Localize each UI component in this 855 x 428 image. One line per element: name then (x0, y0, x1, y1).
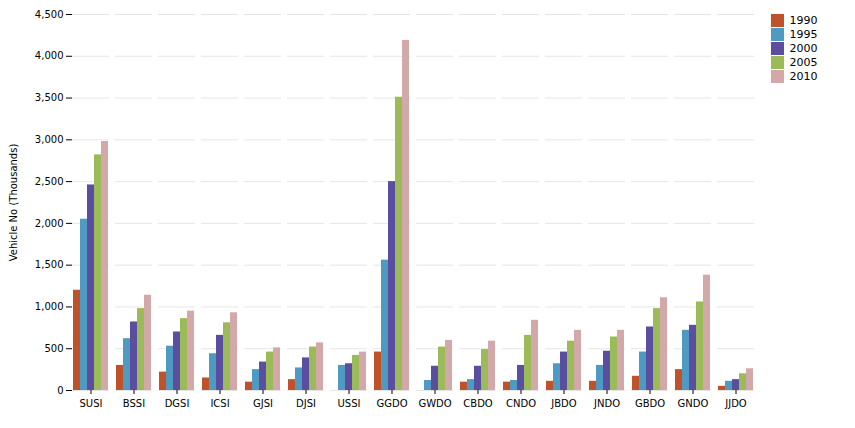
svg-text:CBDO: CBDO (463, 398, 493, 409)
svg-text:0: 0 (57, 385, 63, 396)
svg-text:JNDO: JNDO (593, 398, 620, 409)
svg-text:3,000: 3,000 (35, 134, 64, 145)
svg-text:JJDO: JJDO (724, 398, 747, 409)
svg-text:USSI: USSI (338, 398, 361, 409)
svg-text:GNDO: GNDO (678, 398, 709, 409)
svg-text:2,000: 2,000 (35, 218, 64, 229)
html-text:2000: 2000 (789, 42, 818, 55)
svg-text:4,500: 4,500 (35, 9, 64, 20)
svg-text:GJSI: GJSI (253, 398, 273, 409)
html-text:1995: 1995 (789, 28, 818, 41)
svg-text:BSSI: BSSI (123, 398, 145, 409)
svg-text:JBDO: JBDO (550, 398, 577, 409)
svg-text:1,500: 1,500 (35, 259, 64, 270)
svg-text:ICSI: ICSI (210, 398, 229, 409)
svg-text:1,000: 1,000 (35, 301, 64, 312)
svg-text:DGSI: DGSI (165, 398, 190, 409)
html-text:1990: 1990 (789, 14, 818, 27)
svg-text:2,500: 2,500 (35, 176, 64, 187)
svg-text:500: 500 (44, 343, 63, 354)
svg-text:DJSI: DJSI (296, 398, 316, 409)
html-text:2010: 2010 (789, 70, 818, 83)
svg-text:4,000: 4,000 (35, 50, 64, 61)
svg-text:SUSI: SUSI (80, 398, 103, 409)
svg-text:GWDO: GWDO (418, 398, 451, 409)
svg-text:3,500: 3,500 (35, 92, 64, 103)
svg-text:Vehicle No (Thousands): Vehicle No (Thousands) (8, 144, 19, 262)
svg-text:GBDO: GBDO (635, 398, 665, 409)
svg-text:CNDO: CNDO (506, 398, 536, 409)
html-text:2005: 2005 (789, 56, 818, 69)
svg-text:GGDO: GGDO (376, 398, 407, 409)
